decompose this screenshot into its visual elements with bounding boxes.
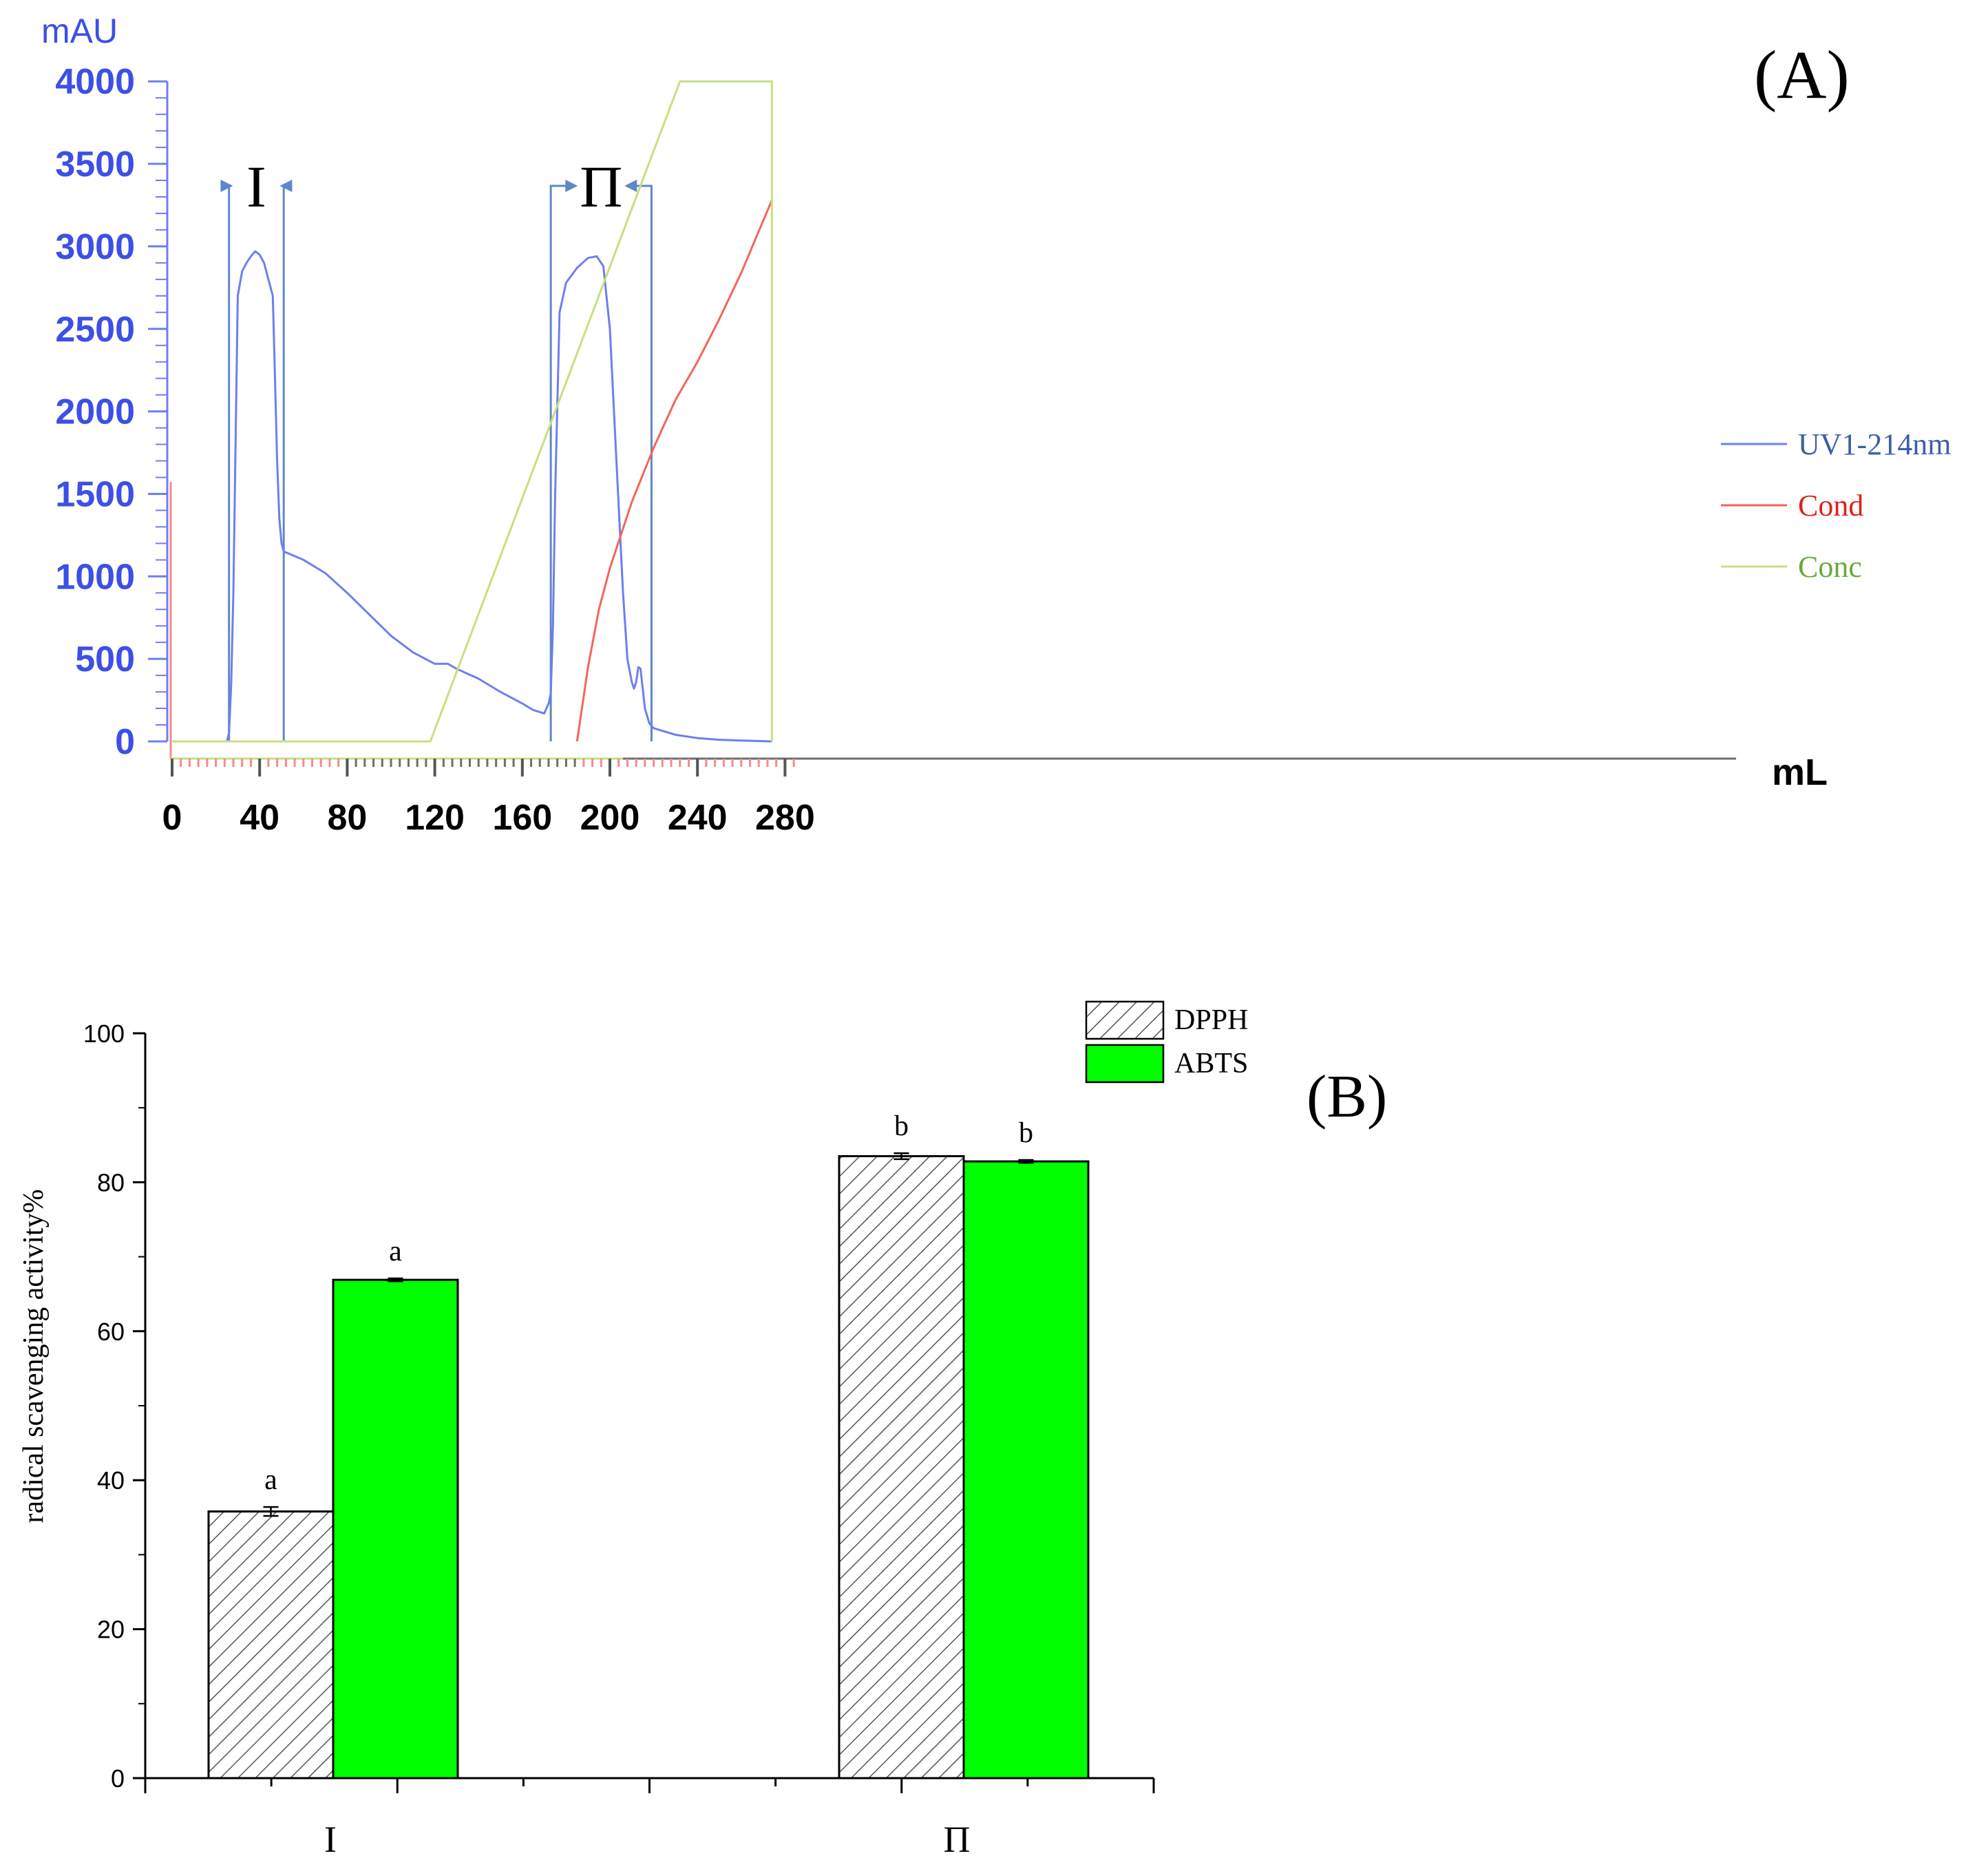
fraction-bracket-1: I	[220, 154, 293, 741]
y-tick-label: 3500	[55, 145, 135, 184]
bracket-right-arrow	[565, 180, 578, 192]
bar-dpph-1	[207, 1510, 335, 1780]
uv-trace	[172, 250, 772, 743]
conc-trace	[172, 80, 773, 743]
b-y-tick-label: 80	[97, 1168, 125, 1196]
legend-label-dpph: DPPH	[1174, 1004, 1248, 1036]
y-axis: 0 500 1000 1500 2000 2500 3000 3500 4000	[55, 62, 172, 762]
y-tick-label: 3000	[55, 227, 135, 267]
bar-abts-1	[332, 1278, 459, 1780]
panel-a-label: (A)	[1754, 36, 1850, 113]
chromatogram-lines	[172, 80, 773, 743]
bars: Ia a Πb b	[207, 1110, 1090, 1860]
bracket-left-arrow	[279, 180, 293, 192]
x-tick-label: 120	[405, 798, 465, 838]
fraction-bracket-2: Π	[549, 154, 653, 741]
x-axis-unit-label: mL	[1772, 752, 1828, 793]
x-axis: 0 40 80 120 160 200 240 280	[162, 757, 1736, 838]
b-y-tick-label: 60	[97, 1318, 125, 1346]
x-tick-label: 200	[580, 798, 640, 838]
bracket-left-arrow	[624, 180, 637, 192]
y-tick-label: 2500	[55, 310, 135, 350]
chromatogram-panel: (A) mAU mL 05001000150020002500300035004…	[41, 12, 1951, 838]
y-tick-label: 500	[75, 640, 135, 679]
b-category-label: Π	[944, 1819, 971, 1860]
y-tick-label: 1500	[55, 474, 135, 514]
bar-legend: DPPH ABTS	[1085, 1000, 1248, 1084]
legend-swatch-dpph	[1085, 1000, 1165, 1040]
x-tick-label: 240	[668, 798, 728, 838]
legend-label-cond: Cond	[1798, 489, 1863, 522]
chromatogram-legend: UV1-214nm Cond Conc	[1721, 427, 1951, 584]
y-tick-label: 0	[115, 722, 135, 762]
significance-letter: b	[894, 1110, 909, 1142]
b-y-tick-label: 100	[83, 1020, 125, 1048]
x-tick-label: 40	[240, 798, 279, 838]
significance-letter: b	[1019, 1117, 1033, 1149]
bracket-right-arrow	[220, 180, 233, 192]
significance-letter: a	[264, 1464, 277, 1496]
cond-trace	[575, 200, 773, 742]
bar-abts-2	[962, 1160, 1090, 1780]
legend-label-abts: ABTS	[1174, 1048, 1248, 1079]
b-y-tick-label: 40	[97, 1466, 125, 1495]
bar-dpph-2	[838, 1155, 965, 1780]
x-tick-label: 160	[492, 798, 552, 838]
bracket-left-arm	[549, 184, 573, 741]
bracket-right-arm	[282, 184, 286, 741]
bar-chart-panel: (B) radical scavenging activity% 0 20 40 60…	[18, 1000, 1387, 1860]
x-tick-label: 0	[162, 798, 182, 838]
legend-label-uv: UV1-214nm	[1798, 427, 1951, 461]
b-y-tick-label: 20	[97, 1616, 125, 1644]
legend-swatch-abts	[1085, 1044, 1165, 1084]
bracket-left-arm	[227, 184, 231, 741]
fraction-label: I	[246, 154, 266, 220]
bracket-right-arm	[630, 184, 653, 741]
b-category-label: I	[324, 1819, 337, 1860]
fraction-label: Π	[580, 154, 622, 220]
y-tick-label: 1000	[55, 557, 135, 597]
y-axis-unit-label: mAU	[41, 12, 118, 50]
b-y-axis-label: radical scavenging activity%	[18, 1189, 50, 1523]
y-tick-label: 4000	[55, 62, 135, 102]
x-tick-label: 280	[755, 798, 815, 838]
b-y-tick-label: 0	[111, 1764, 125, 1793]
panel-b-label: (B)	[1307, 1064, 1387, 1130]
x-tick-label: 80	[327, 798, 367, 838]
legend-label-conc: Conc	[1798, 550, 1862, 584]
y-tick-label: 2000	[55, 392, 135, 432]
significance-letter: a	[389, 1236, 402, 1267]
